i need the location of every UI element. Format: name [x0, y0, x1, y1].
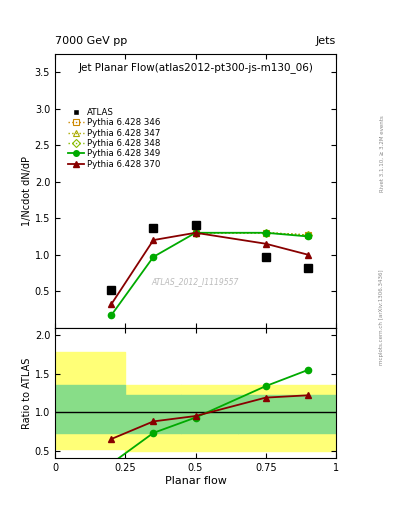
- Legend: ATLAS, Pythia 6.428 346, Pythia 6.428 347, Pythia 6.428 348, Pythia 6.428 349, P: ATLAS, Pythia 6.428 346, Pythia 6.428 34…: [65, 104, 164, 172]
- Text: Jets: Jets: [316, 36, 336, 46]
- Text: mcplots.cern.ch [arXiv:1306.3436]: mcplots.cern.ch [arXiv:1306.3436]: [380, 270, 384, 365]
- Text: Rivet 3.1.10, ≥ 3.2M events: Rivet 3.1.10, ≥ 3.2M events: [380, 115, 384, 192]
- X-axis label: Planar flow: Planar flow: [165, 476, 226, 486]
- Text: ATLAS_2012_I1119557: ATLAS_2012_I1119557: [152, 276, 239, 286]
- Y-axis label: Ratio to ATLAS: Ratio to ATLAS: [22, 357, 32, 429]
- Y-axis label: 1/Ncdot dN/dP: 1/Ncdot dN/dP: [22, 156, 32, 226]
- Text: Jet Planar Flow(atlas2012-pt300-js-m130_06): Jet Planar Flow(atlas2012-pt300-js-m130_…: [78, 62, 313, 73]
- Text: 7000 GeV pp: 7000 GeV pp: [55, 36, 127, 46]
